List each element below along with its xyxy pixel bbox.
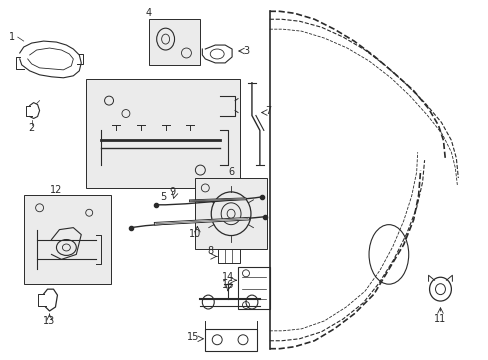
Text: 12: 12: [50, 185, 62, 195]
Text: 5: 5: [160, 192, 166, 202]
Text: 14: 14: [222, 272, 234, 282]
Text: 16: 16: [222, 280, 234, 290]
FancyBboxPatch shape: [195, 178, 266, 249]
FancyBboxPatch shape: [148, 19, 200, 65]
Text: 7: 7: [264, 105, 270, 116]
FancyBboxPatch shape: [24, 195, 111, 284]
FancyBboxPatch shape: [86, 79, 240, 188]
Text: 4: 4: [145, 8, 151, 18]
Text: 15: 15: [187, 332, 199, 342]
Text: 11: 11: [433, 314, 446, 324]
Text: 8: 8: [207, 247, 213, 256]
Text: 9: 9: [169, 187, 175, 197]
Text: 3: 3: [243, 46, 248, 56]
Text: 1: 1: [9, 32, 15, 42]
Text: 6: 6: [227, 167, 234, 177]
Text: 10: 10: [189, 229, 201, 239]
Text: 2: 2: [28, 123, 35, 134]
Text: 13: 13: [43, 316, 56, 326]
